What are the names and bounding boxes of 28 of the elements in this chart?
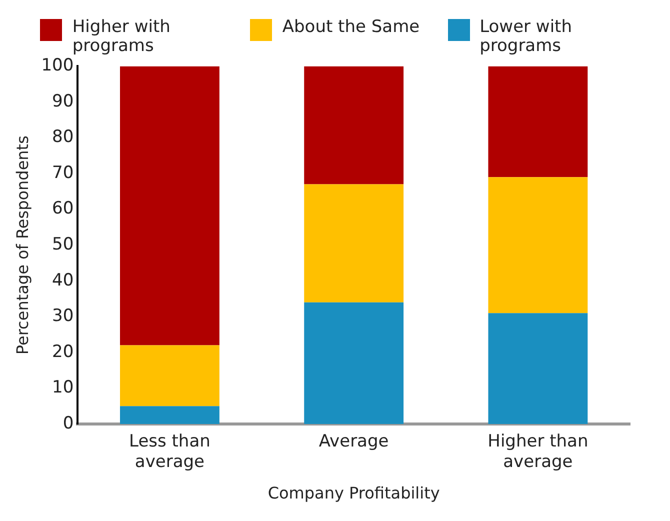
bar bbox=[120, 406, 220, 424]
y-tick-label: 20 bbox=[52, 342, 74, 362]
bar bbox=[304, 184, 404, 302]
bar bbox=[120, 66, 220, 346]
bar bbox=[304, 66, 404, 184]
y-tick-label: 30 bbox=[52, 306, 74, 326]
y-tick-label: 70 bbox=[52, 162, 74, 183]
y-tick-label: 10 bbox=[52, 378, 74, 398]
bar bbox=[488, 313, 588, 424]
y-tick-label: 80 bbox=[52, 127, 74, 148]
y-tick-label: 100 bbox=[41, 56, 74, 76]
legend-label: Lower with programs bbox=[480, 17, 573, 56]
bar bbox=[120, 345, 220, 406]
y-tick-label: 40 bbox=[52, 270, 74, 290]
x-tick-label: Less than average bbox=[129, 432, 210, 472]
legend-label: About the Same bbox=[282, 17, 420, 37]
x-axis-title: Company Profitability bbox=[268, 484, 440, 503]
bar bbox=[488, 177, 588, 314]
y-axis-title: Percentage of Respondents bbox=[12, 136, 32, 355]
bar bbox=[304, 302, 404, 424]
bar bbox=[488, 66, 588, 178]
y-tick-label: 50 bbox=[52, 234, 74, 255]
y-tick-label: 0 bbox=[62, 413, 74, 434]
x-tick-label: Average bbox=[318, 432, 389, 452]
x-tick-label: Higher than average bbox=[488, 432, 588, 472]
legend-label: Higher with programs bbox=[72, 17, 172, 56]
y-tick-label: 90 bbox=[52, 91, 74, 112]
y-tick-label: 60 bbox=[52, 198, 74, 219]
